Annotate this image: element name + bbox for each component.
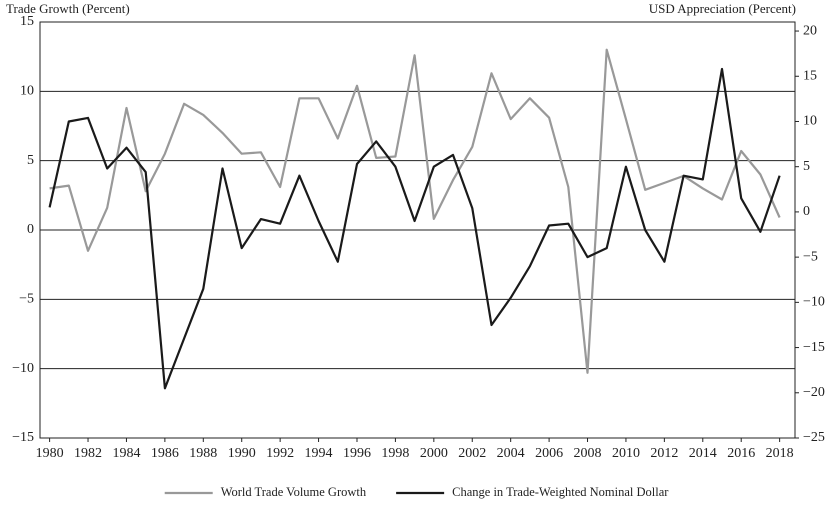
y2-tick-label: −10 [803,295,825,310]
y2-tick-label: −25 [803,430,825,445]
series-line [48,67,781,390]
x-tick-label: 2000 [420,446,448,461]
y-tick-label: −15 [12,430,34,445]
x-tick-label: 1998 [381,446,409,461]
y2-axis-title: USD Appreciation (Percent) [649,1,796,16]
y2-tick-label: 20 [803,23,817,38]
y2-tick-label: −20 [803,385,825,400]
x-tick-label: 1990 [228,446,256,461]
x-tick-label: 1980 [36,446,64,461]
x-tick-label: 2016 [727,446,755,461]
x-tick-label: 1992 [266,446,294,461]
x-tick-label: 2012 [650,446,678,461]
legend-label: World Trade Volume Growth [221,485,367,499]
x-tick-label: 1982 [74,446,102,461]
x-tick-label: 2010 [612,446,640,461]
series-line [49,48,781,374]
x-tick-label: 2006 [535,446,563,461]
y-tick-label: 10 [20,84,34,99]
x-tick-label: 1988 [189,446,217,461]
y-tick-label: 0 [27,222,34,237]
legend: World Trade Volume Growth Change in Trade… [164,485,669,499]
x-tick-label: 2014 [689,446,717,461]
y-tick-label: 15 [20,14,34,29]
y2-tick-label: 10 [803,114,817,129]
x-tick-label: 1996 [343,446,371,461]
y-tick-label: −5 [19,292,34,307]
x-tick-label: 2008 [574,446,602,461]
y2-tick-label: 0 [803,204,810,219]
x-tick-label: 1994 [305,446,333,461]
y-axis-title: Trade Growth (Percent) [6,1,130,16]
x-tick-label: 2018 [766,446,794,461]
x-tick-label: 2002 [458,446,486,461]
y2-tick-label: 15 [803,68,817,83]
y2-tick-label: 5 [803,159,810,174]
y2-tick-label: −15 [803,340,825,355]
y-tick-label: −10 [12,361,34,376]
plot-frame [39,21,796,439]
x-tick-label: 1984 [112,446,140,461]
legend-label: Change in Trade-Weighted Nominal Dollar [452,485,669,499]
y2-tick-label: −5 [803,249,818,264]
x-tick-label: 1986 [151,446,179,461]
y-tick-label: 5 [27,153,34,168]
x-tick-label: 2004 [497,446,525,461]
